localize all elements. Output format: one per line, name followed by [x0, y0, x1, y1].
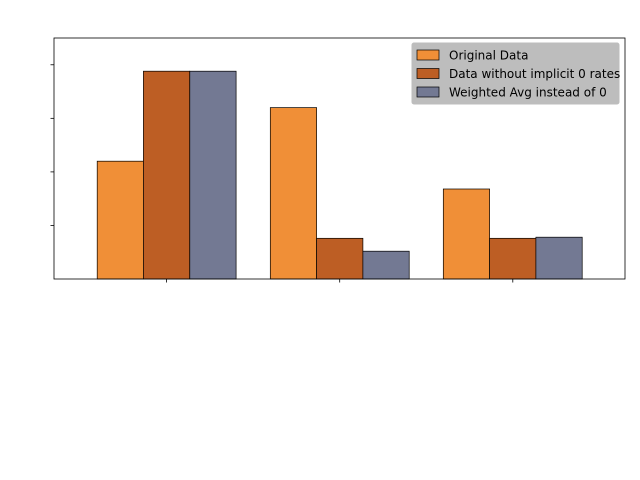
legend-swatch-2 — [416, 68, 440, 79]
bars-group — [96, 70, 583, 280]
legend-label-3: Weighted Avg instead of 0 — [449, 86, 607, 100]
bar-2-1 — [143, 70, 191, 280]
legend-swatch-3 — [416, 86, 440, 98]
legend-swatch-1 — [416, 49, 440, 61]
bar-1-1 — [96, 160, 144, 280]
bar-1-3 — [442, 188, 490, 280]
legend-label-2: Data without implicit 0 rates — [449, 67, 620, 81]
bar-1-2 — [269, 107, 317, 280]
legend-label-1: Original Data — [449, 49, 528, 63]
bar-3-3 — [535, 236, 583, 280]
legend: Original Data Data without implicit 0 rat… — [411, 42, 620, 105]
bar-3-2 — [362, 250, 410, 280]
axes-group — [50, 37, 626, 283]
bar-2-3 — [489, 237, 537, 280]
bar-3-1 — [189, 70, 237, 280]
bar-2-2 — [316, 237, 364, 280]
legend-box — [411, 42, 620, 105]
